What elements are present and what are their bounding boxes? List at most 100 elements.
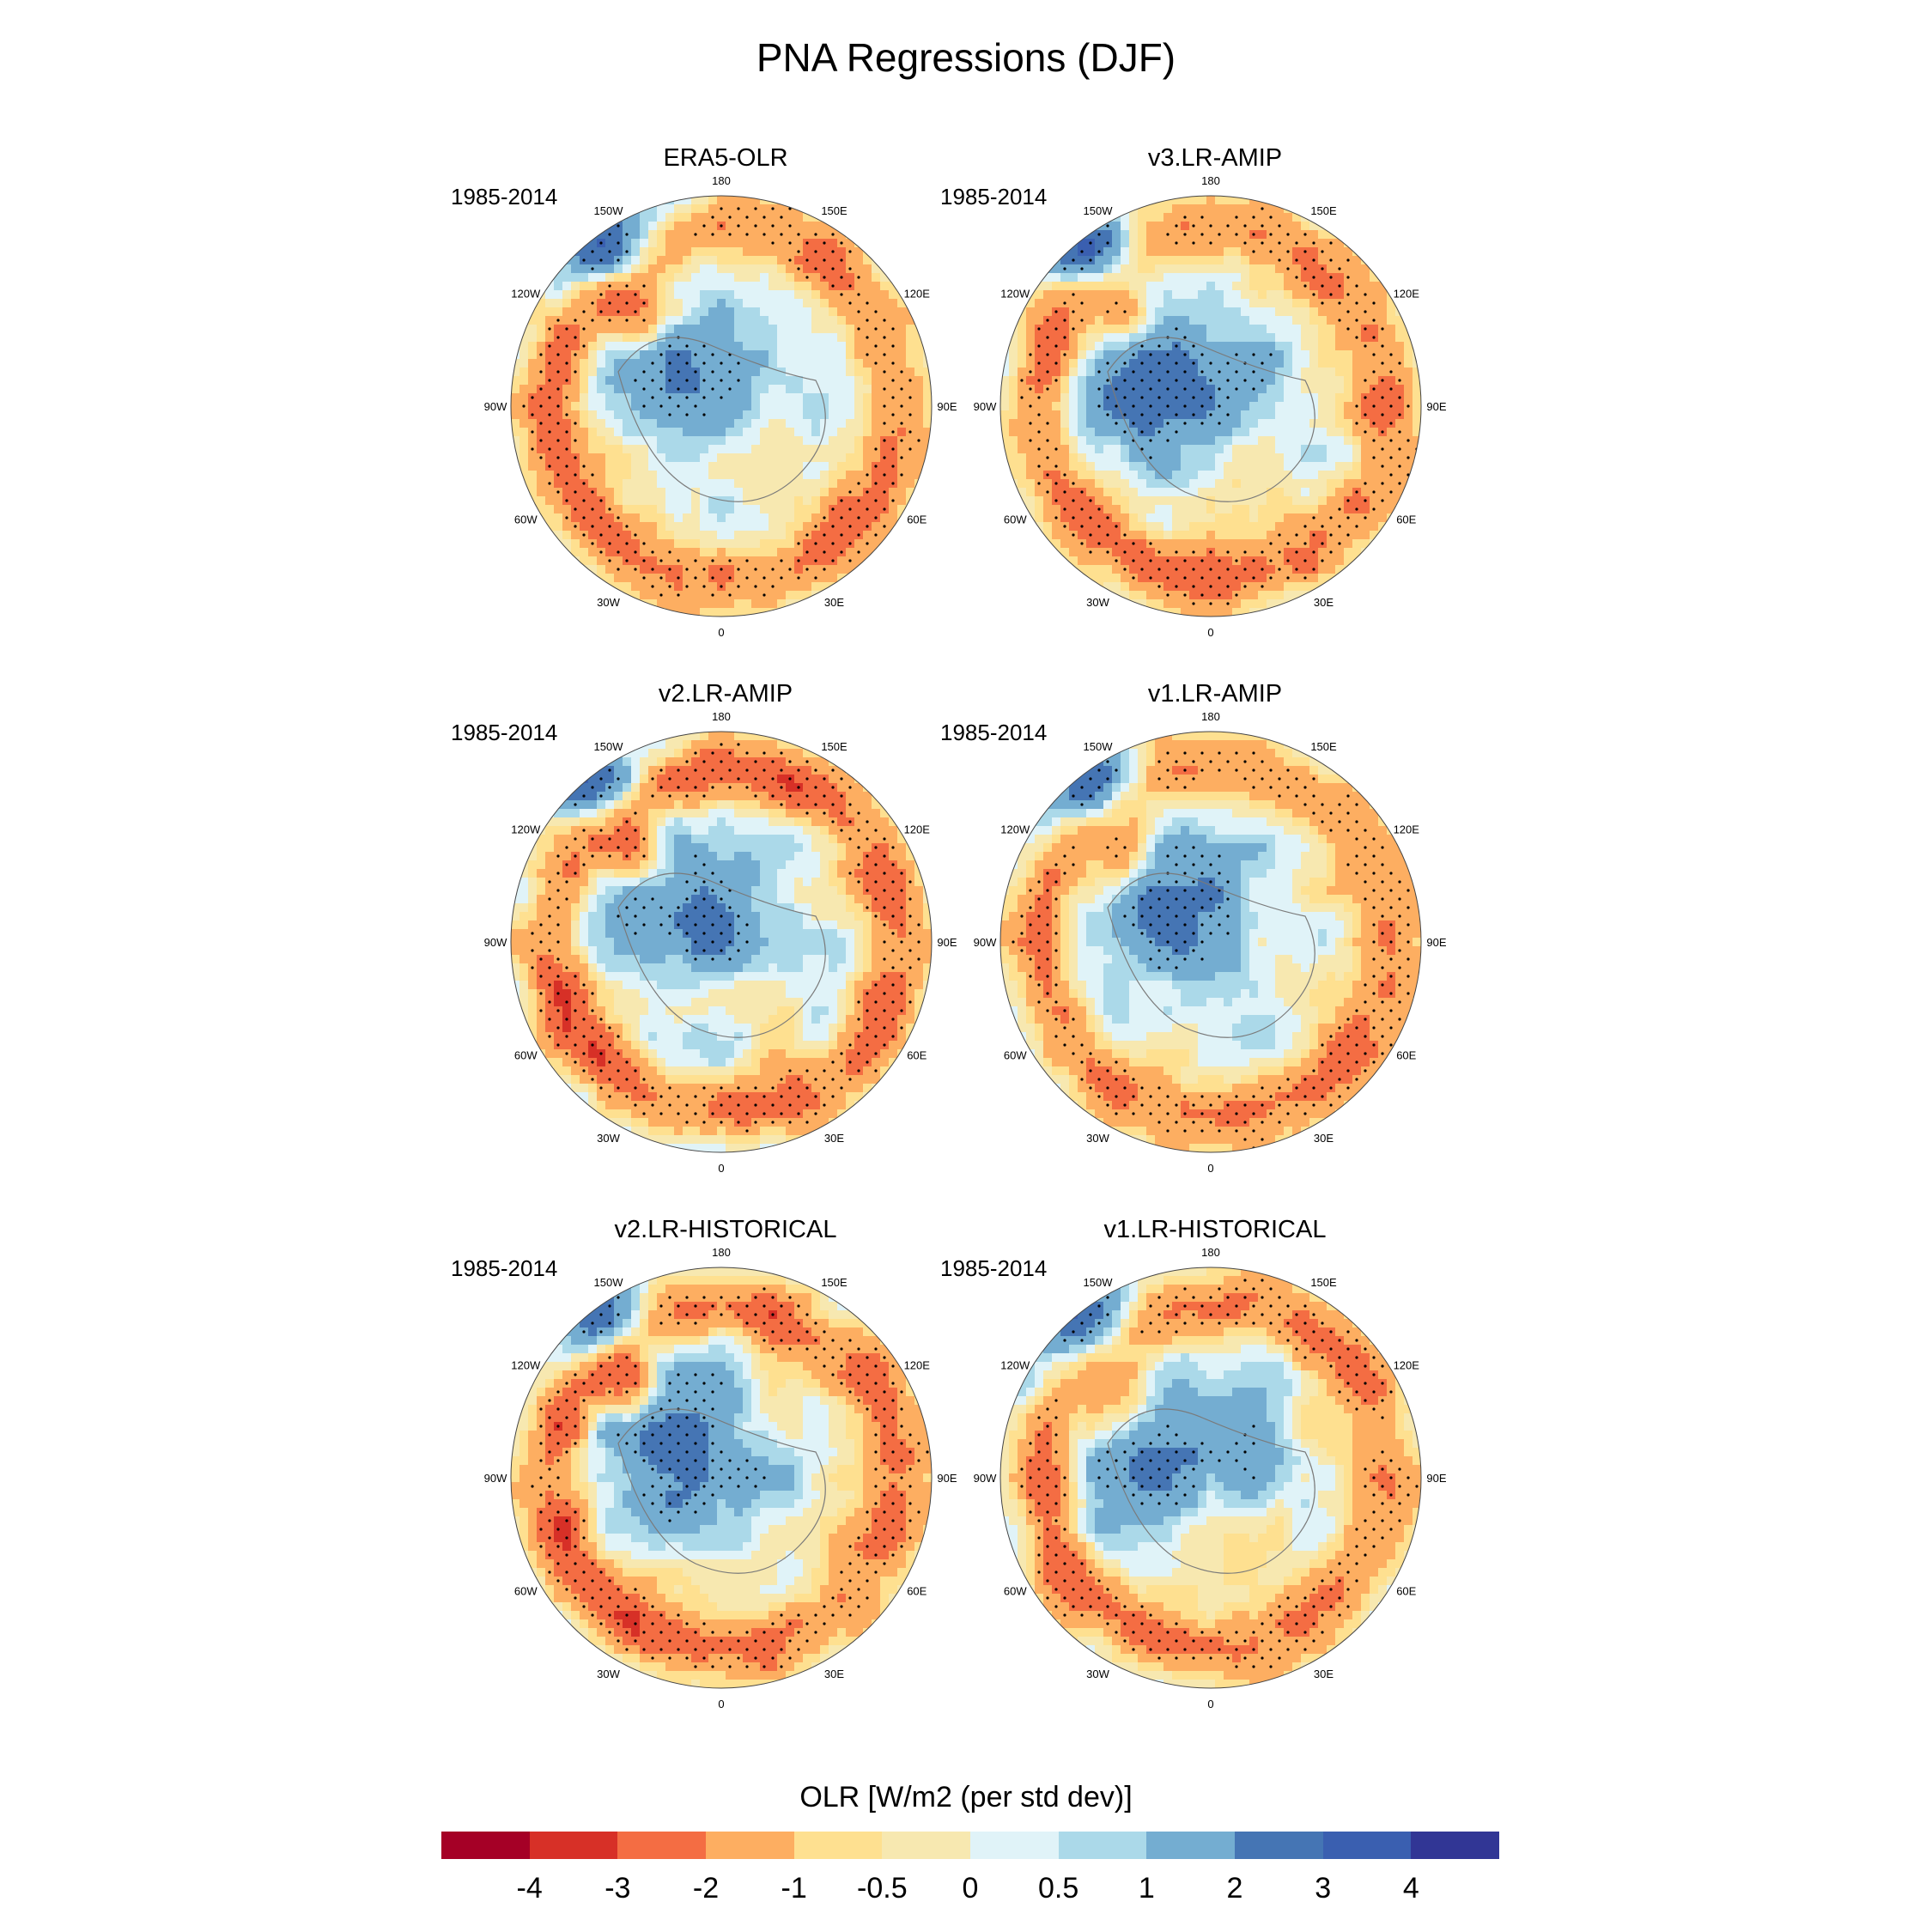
significance-dot [840,550,843,554]
field-cell [1292,453,1302,463]
field-cell [1395,307,1405,317]
significance-dot [1372,319,1376,322]
significance-dot [565,413,568,416]
field-cell [1318,531,1327,540]
field-cell [571,273,580,283]
field-cell [1129,531,1139,540]
field-cell [631,282,641,291]
field-cell [1301,385,1310,394]
significance-dot [694,370,697,374]
field-cell [1086,522,1096,532]
field-cell [1275,316,1285,325]
field-cell [1009,471,1018,480]
field-cell [1198,565,1207,574]
field-cell [683,307,692,317]
field-cell [1095,316,1104,325]
field-cell [760,350,769,360]
field-cell [1069,376,1078,386]
significance-dot [780,769,783,772]
field-cell [914,368,924,377]
field-cell [751,522,761,532]
field-cell [1035,299,1044,308]
field-cell [743,256,752,265]
field-cell [1172,273,1182,283]
field-cell [665,385,675,394]
field-cell [605,792,615,801]
field-cell [700,213,709,222]
field-cell [1215,196,1224,205]
field-cell [726,247,735,257]
field-cell [1241,591,1250,600]
field-cell [760,462,769,471]
significance-dot [574,250,577,253]
field-cell [1352,548,1362,557]
field-cell [1413,393,1421,403]
field-cell [1370,282,1379,291]
field-cell [1189,230,1199,240]
field-cell [605,436,615,446]
field-cell [1361,531,1370,540]
field-cell [1292,282,1302,291]
field-cell [1327,462,1336,471]
field-cell [674,582,683,592]
field-cell [665,204,675,214]
field-cell [863,376,872,386]
field-cell [537,307,546,317]
field-cell [1378,513,1388,523]
significance-dot [1115,542,1118,545]
field-cell [1052,264,1061,274]
significance-dot [831,284,835,288]
field-cell [1284,462,1293,471]
field-cell [657,513,666,523]
field-cell [674,749,683,758]
field-cell [1267,222,1276,231]
significance-dot [634,568,637,571]
significance-dot [823,241,826,245]
field-cell [1172,453,1182,463]
field-cell [537,410,546,420]
field-cell [562,307,572,317]
significance-dot [1166,559,1170,562]
field-cell [665,757,675,767]
field-cell [794,299,804,308]
field-cell [1249,204,1259,214]
significance-dot [1312,568,1315,571]
field-cell [777,453,787,463]
field-cell [717,522,726,532]
field-cell [614,393,623,403]
field-cell [665,419,675,428]
significance-dot [1364,499,1367,502]
field-cell [1189,290,1199,300]
field-cell [605,453,615,463]
significance-dot [805,568,809,571]
field-cell [820,479,829,489]
field-cell [588,359,598,368]
field-cell [545,350,555,360]
field-cell [803,505,812,514]
field-cell [674,505,683,514]
longitude-label: 30E [1314,596,1334,609]
field-cell [1095,290,1104,300]
field-cell [786,496,795,506]
field-cell [1395,316,1405,325]
field-cell [829,350,838,360]
field-cell [588,775,598,784]
field-cell [769,247,778,257]
significance-dot [1269,559,1273,562]
field-cell [1301,462,1310,471]
field-cell [897,393,907,403]
field-cell [1258,342,1267,351]
field-cell [743,582,752,592]
significance-dot [608,786,611,789]
significance-dot [702,777,706,781]
field-cell [708,428,718,437]
field-cell [1267,522,1276,532]
field-cell [854,539,864,549]
field-cell [519,488,529,497]
significance-dot [1252,216,1255,219]
significance-dot [788,760,792,763]
field-cell [829,256,838,265]
field-cell [571,342,580,351]
field-cell [906,342,915,351]
field-cell [743,402,752,411]
